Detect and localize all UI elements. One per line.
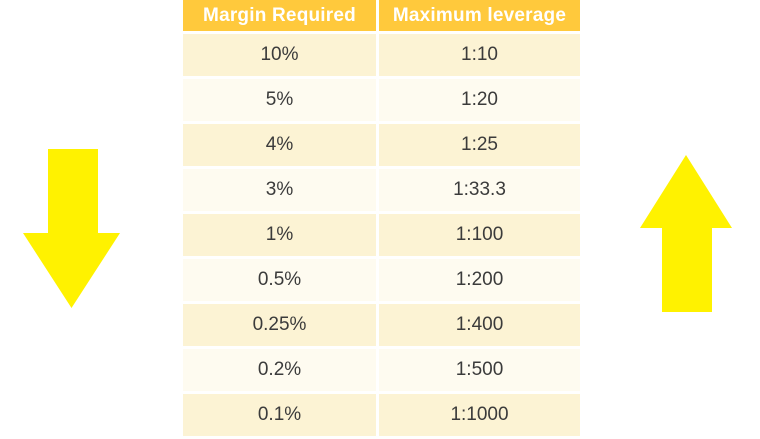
table-row: 0.5% 1:200 — [183, 259, 580, 304]
margin-cell: 10% — [183, 34, 379, 76]
margin-cell: 0.5% — [183, 259, 379, 301]
up-arrow-icon — [640, 155, 732, 312]
leverage-cell: 1:20 — [461, 89, 498, 110]
leverage-cell: 1:100 — [455, 224, 504, 245]
down-arrow-icon — [23, 149, 120, 308]
leverage-cell: 1:10 — [461, 44, 498, 65]
leverage-cell: 1:1000 — [450, 404, 509, 425]
margin-cell: 1% — [183, 214, 379, 256]
table-row: 4% 1:25 — [183, 124, 580, 169]
leverage-cell: 1:200 — [455, 269, 504, 290]
table-row: 0.25% 1:400 — [183, 304, 580, 349]
leverage-table: Margin Required Maximum leverage 10% 1:1… — [183, 0, 580, 439]
leverage-cell: 1:33.3 — [453, 179, 506, 200]
table-row: 0.2% 1:500 — [183, 349, 580, 394]
margin-cell: 4% — [183, 124, 379, 166]
margin-cell: 0.25% — [183, 304, 379, 346]
leverage-cell: 1:500 — [455, 359, 504, 380]
table-header-row: Margin Required Maximum leverage — [183, 0, 580, 34]
down-arrow-shape — [23, 149, 120, 308]
leverage-cell: 1:25 — [461, 134, 498, 155]
table-row: 1% 1:100 — [183, 214, 580, 259]
table-row: 3% 1:33.3 — [183, 169, 580, 214]
margin-cell: 5% — [183, 79, 379, 121]
margin-cell: 0.1% — [183, 394, 379, 436]
margin-cell: 3% — [183, 169, 379, 211]
up-arrow-shape — [640, 155, 732, 312]
header-margin-required: Margin Required — [183, 0, 379, 31]
margin-cell: 0.2% — [183, 349, 379, 391]
table-row: 10% 1:10 — [183, 34, 580, 79]
leverage-cell: 1:400 — [455, 314, 504, 335]
table-row: 5% 1:20 — [183, 79, 580, 124]
header-maximum-leverage: Maximum leverage — [392, 4, 567, 26]
table-row: 0.1% 1:1000 — [183, 394, 580, 439]
